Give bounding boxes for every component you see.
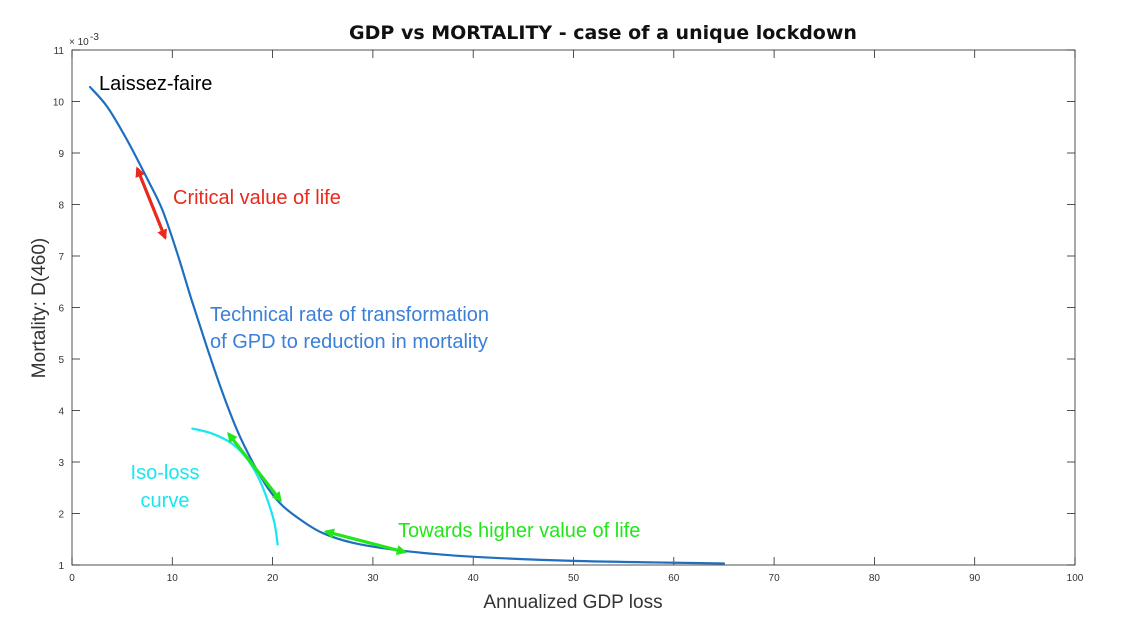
y-tick-label: 6 bbox=[58, 304, 64, 315]
y-tick-label: 2 bbox=[58, 510, 64, 521]
y-tick-label: 5 bbox=[58, 355, 64, 366]
annotation-laissez-faire: Laissez-faire bbox=[99, 73, 212, 95]
critical-value-arrow bbox=[135, 166, 167, 240]
y-tick-label: 1 bbox=[58, 561, 64, 572]
x-tick-label: 70 bbox=[769, 573, 781, 584]
x-tick-label: 60 bbox=[668, 573, 680, 584]
x-tick-label: 80 bbox=[869, 573, 881, 584]
x-tick-label: 50 bbox=[568, 573, 580, 584]
x-axis-label: Annualized GDP loss bbox=[483, 592, 662, 613]
y-multiplier-base: × 10 bbox=[69, 37, 89, 48]
y-tick-label: 11 bbox=[54, 46, 65, 57]
annotation-iso-loss-line2: curve bbox=[141, 490, 190, 512]
x-tick-label: 20 bbox=[267, 573, 279, 584]
y-tick-label: 10 bbox=[53, 98, 65, 109]
y-axis-label: Mortality: D(460) bbox=[29, 238, 50, 378]
annotation-iso-loss-line1: Iso-loss bbox=[131, 462, 200, 484]
x-tick-label: 30 bbox=[367, 573, 379, 584]
annotation-towards-higher: Towards higher value of life bbox=[398, 520, 640, 542]
annotation-critical-value: Critical value of life bbox=[173, 187, 341, 209]
y-tick-label: 8 bbox=[58, 201, 64, 212]
x-tick-label: 100 bbox=[1067, 573, 1084, 584]
y-tick-label: 4 bbox=[58, 407, 64, 418]
x-tick-label: 90 bbox=[969, 573, 981, 584]
x-tick-label: 40 bbox=[468, 573, 480, 584]
annotation-trt-line2: of GPD to reduction in mortality bbox=[210, 331, 488, 353]
tangent-arrow bbox=[227, 432, 282, 503]
series-line-iso-loss-curve bbox=[191, 427, 279, 546]
x-ticks: 0 10 20 30 40 50 60 70 80 90 100 bbox=[69, 50, 1084, 584]
chart-title: GDP vs MORTALITY - case of a unique lock… bbox=[349, 22, 857, 44]
x-tick-label: 10 bbox=[167, 573, 179, 584]
y-tick-label: 3 bbox=[58, 458, 64, 469]
y-multiplier-exp: -3 bbox=[90, 32, 99, 43]
y-tick-label: 7 bbox=[58, 252, 64, 263]
annotation-trt-line1: Technical rate of transformation bbox=[210, 304, 489, 326]
x-tick-label: 0 bbox=[69, 573, 75, 584]
y-ticks: 1 2 3 4 5 6 7 8 9 10 11 bbox=[53, 46, 1075, 572]
towards-arrow bbox=[323, 528, 407, 556]
y-tick-label: 9 bbox=[58, 149, 64, 160]
arrows-group bbox=[135, 166, 407, 556]
